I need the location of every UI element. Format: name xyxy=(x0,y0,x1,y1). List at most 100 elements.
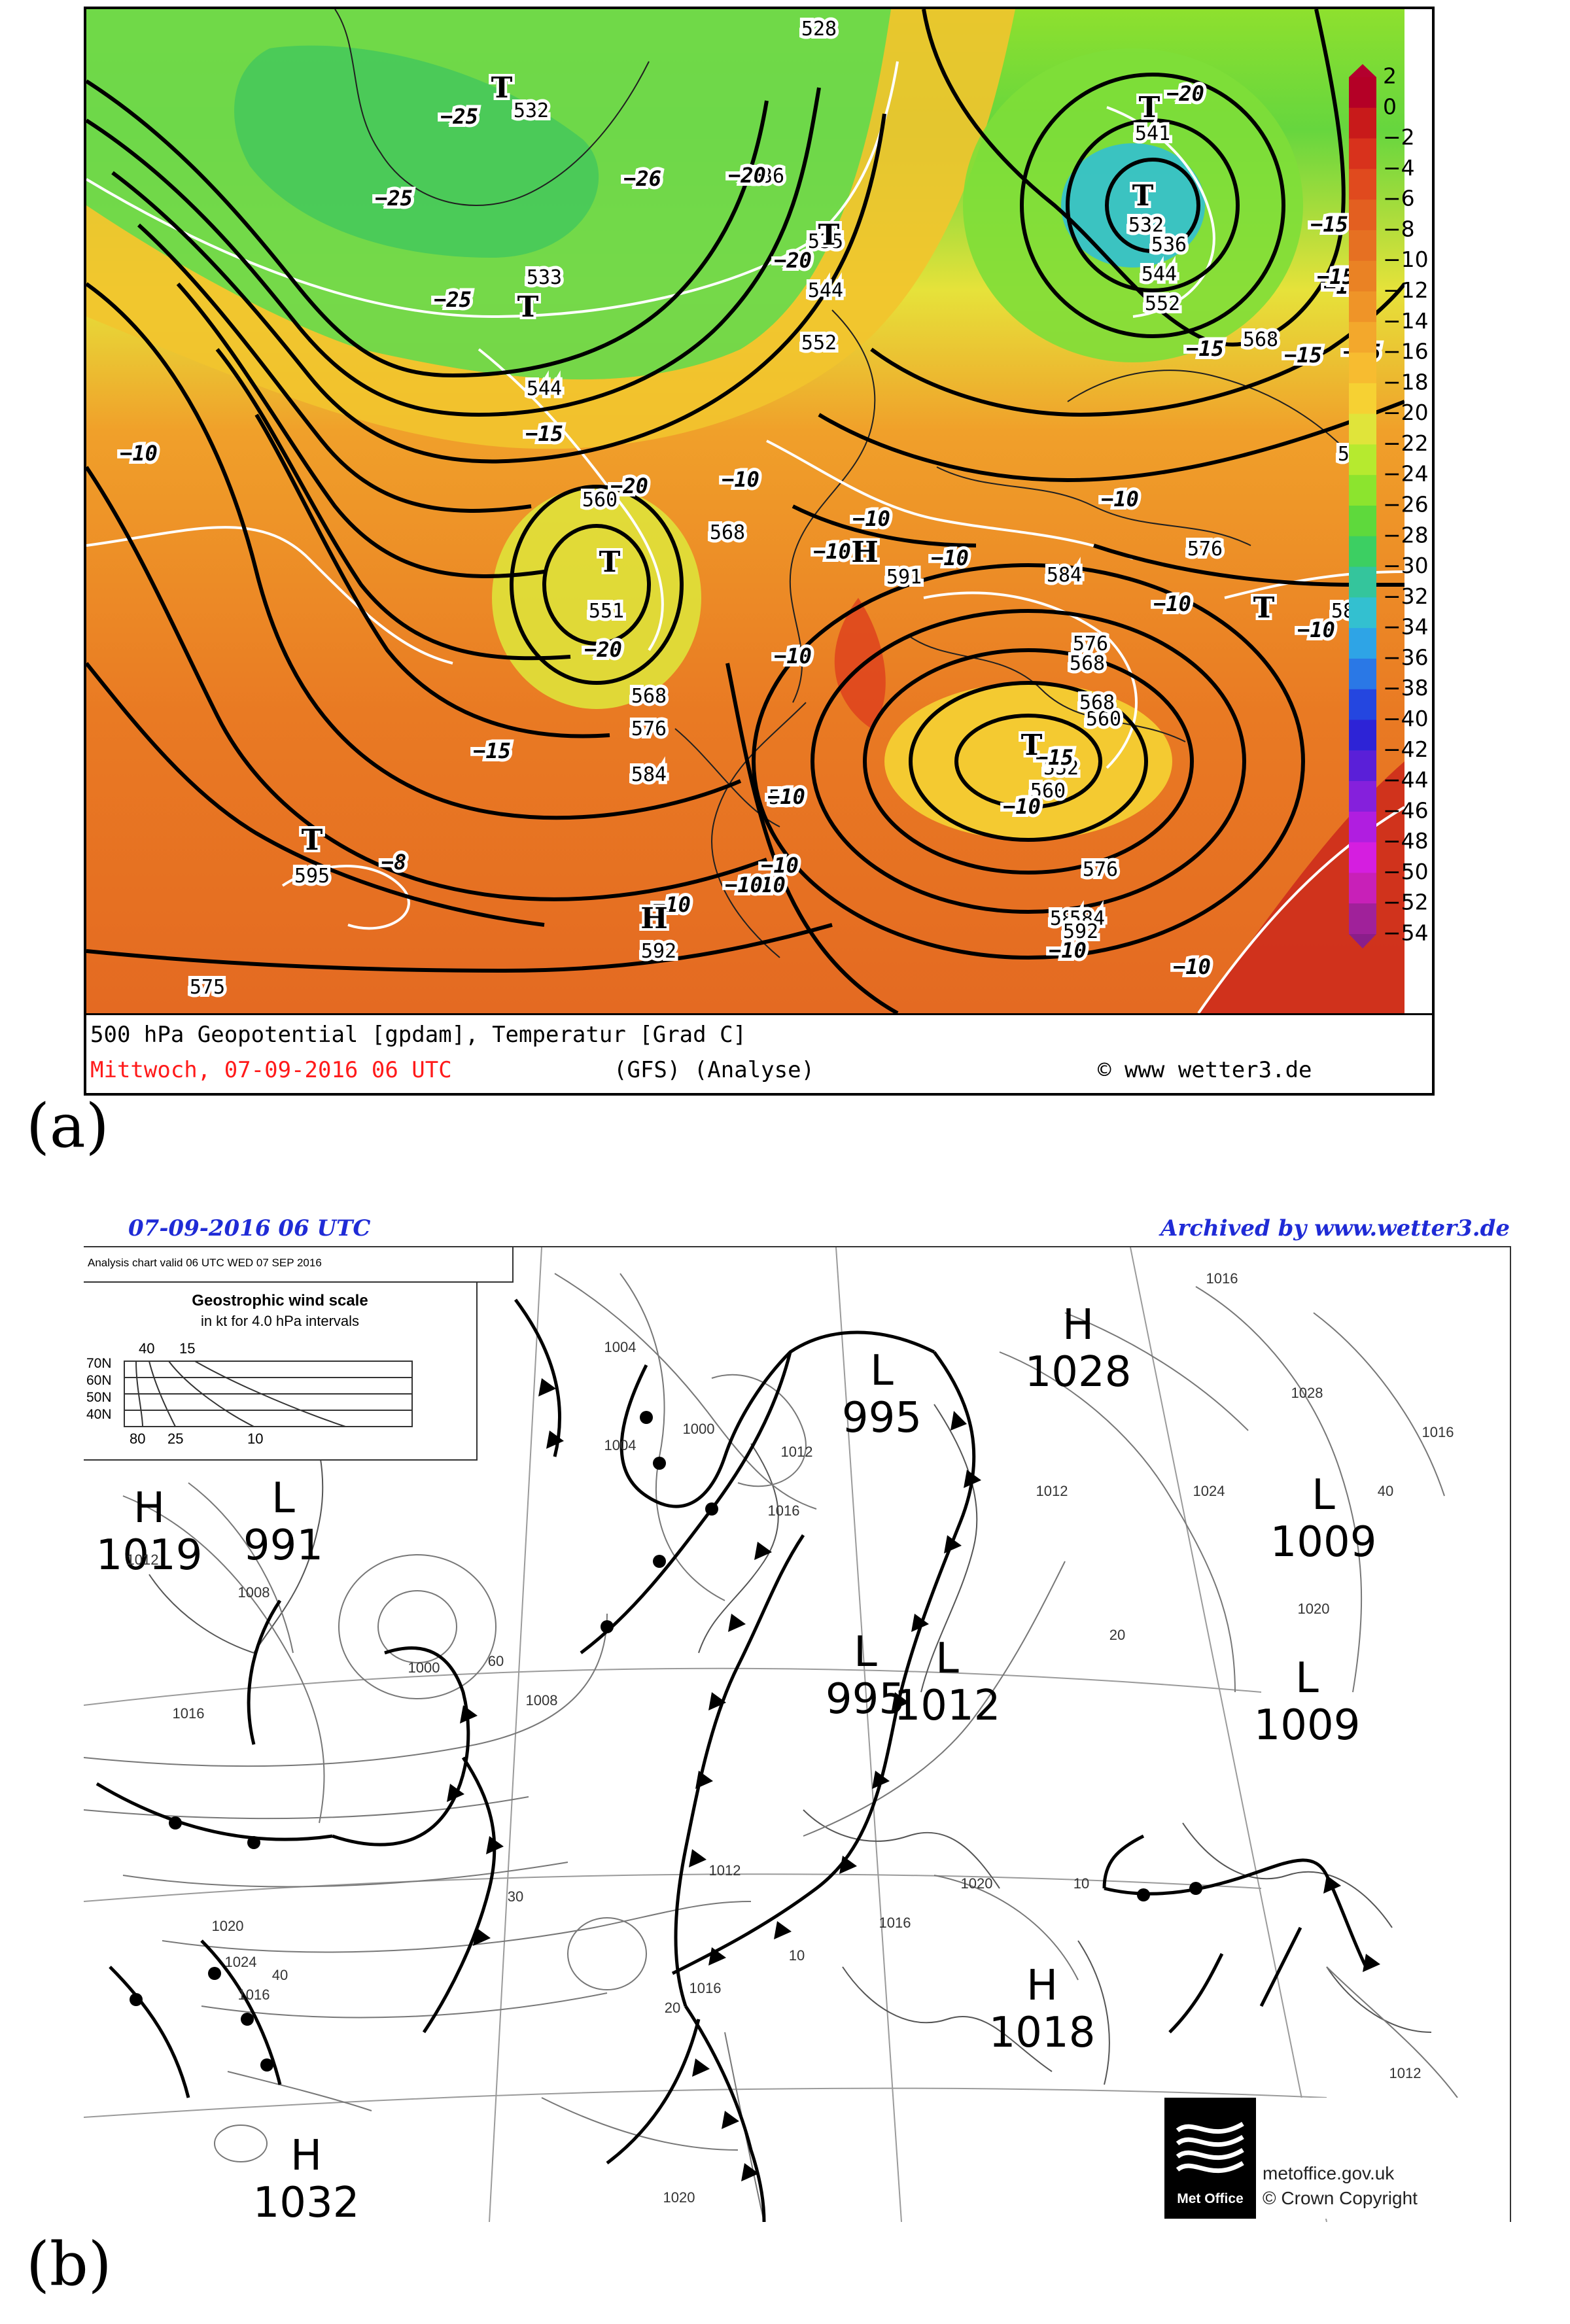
temperature-label: −20 xyxy=(584,637,622,662)
pressure-center-type: L xyxy=(271,1474,295,1523)
isobar-labels: 1016 1004 1000 1012 1016 1004 1012 1008 1016 1000… xyxy=(127,1270,1454,2206)
isobar-label: 1008 xyxy=(238,1584,270,1601)
legend-tick-label: −16 xyxy=(1383,339,1429,364)
legend-swatch xyxy=(1349,842,1376,873)
legend-swatch xyxy=(1349,383,1376,415)
isobar-label: 1020 xyxy=(961,1875,993,1892)
contour-label: 560 xyxy=(1030,780,1066,803)
atlantic-cutoff xyxy=(492,487,701,709)
legend-tick-label: −26 xyxy=(1383,492,1429,517)
temperature-label: −10 xyxy=(774,644,812,668)
isobar-label: 1012 xyxy=(1389,2065,1422,2081)
isobar-label: 1020 xyxy=(1298,1601,1330,1617)
temperature-label: −10 xyxy=(120,441,158,466)
temperature-label: −25 xyxy=(440,104,478,129)
legend-tick-label: −14 xyxy=(1383,308,1429,334)
legend-swatch xyxy=(1349,781,1376,812)
pressure-center-letter: T xyxy=(302,824,323,857)
contour-label: 560 xyxy=(1086,708,1121,731)
temperature-label: −25 xyxy=(375,186,413,211)
wind-scale-bottom-value: 25 xyxy=(167,1431,183,1447)
isobar-label: 1024 xyxy=(1193,1483,1225,1499)
temperature-label: −25 xyxy=(434,287,472,312)
contour-label: 560 xyxy=(582,489,618,512)
pressure-center-value: 1009 xyxy=(1254,1701,1361,1750)
legend-swatch xyxy=(1349,903,1376,935)
contour-label: 584 xyxy=(1050,907,1085,930)
met-office-logo-text: Met Office xyxy=(1177,2191,1244,2206)
legend-swatch xyxy=(1349,138,1376,169)
contour-label: 568 xyxy=(1243,328,1278,351)
temperature-label: −10 xyxy=(1101,487,1139,512)
panel-a-chart: 528 532 536 533 535 544 541 532 536 544 552 560 568 5… xyxy=(84,7,1435,1096)
legend-tick-label: −24 xyxy=(1383,461,1429,487)
wind-scale-lat: 60N xyxy=(86,1373,112,1388)
panel-a-caption: 500 hPa Geopotential [gpdam], Temperatur… xyxy=(86,1013,1432,1093)
legend-swatch xyxy=(1349,199,1376,231)
temperature-label: −10 xyxy=(1003,794,1041,819)
wind-scale-top-value: 15 xyxy=(179,1340,195,1357)
temperature-label: −20 xyxy=(1166,81,1204,106)
pressure-center-type: L xyxy=(854,1628,877,1676)
panel-b-header: 07-09-2016 06 UTC Archived by www.wetter… xyxy=(84,1215,1510,1248)
pressure-center-type: H xyxy=(290,2132,322,2180)
pressure-center-value: 1019 xyxy=(96,1531,203,1580)
pressure-center-letter: T xyxy=(1132,179,1154,213)
pressure-center-type: L xyxy=(935,1635,959,1683)
legend-swatch xyxy=(1349,77,1376,109)
temperature-label: −26 xyxy=(623,166,661,191)
pressure-center-value: 995 xyxy=(826,1675,905,1724)
legend-swatch xyxy=(1349,291,1376,322)
legend-swatch xyxy=(1349,444,1376,476)
legend-top-arrow xyxy=(1349,64,1376,77)
pressure-center-letter: T xyxy=(1021,729,1043,762)
temperature-label: −20 xyxy=(728,163,766,188)
temperature-label: −15 xyxy=(1186,336,1224,361)
warm-front-symbols xyxy=(130,1411,1202,2072)
pressure-center-type: L xyxy=(1295,1654,1319,1703)
contour-label: 568 xyxy=(710,521,745,544)
isobar-label: 1012 xyxy=(781,1444,813,1460)
legend-swatch xyxy=(1349,322,1376,353)
legend-swatch xyxy=(1349,260,1376,292)
caption-title: 500 hPa Geopotential [gpdam], Temperatur… xyxy=(90,1022,747,1048)
temperature-label: −10 xyxy=(852,506,890,531)
isotherms xyxy=(86,61,1404,1013)
temperature-label: −10 xyxy=(1153,591,1191,616)
wind-scale-subtitle: in kt for 4.0 hPa intervals xyxy=(200,1313,360,1329)
legend-tick-label: −20 xyxy=(1383,400,1429,425)
isobar-label: 1012 xyxy=(1036,1483,1068,1499)
contour-label: 532 xyxy=(1128,214,1164,237)
wind-scale-title: Geostrophic wind scale xyxy=(192,1292,368,1309)
contour-label: 576 xyxy=(1073,633,1108,655)
temperature-label: −20 xyxy=(774,248,812,273)
met-office-credit: Met Office metoffice.gov.uk © Crown Copy… xyxy=(1164,2098,1505,2219)
isobar-label: 1012 xyxy=(709,1862,741,1879)
isobar-label: 10 xyxy=(1073,1875,1089,1892)
temperature-label: −10 xyxy=(1173,954,1211,979)
temperature-label: −10 xyxy=(767,784,805,809)
legend-swatch xyxy=(1349,720,1376,751)
pressure-centers: H1008L995H1028H1019L991L1009L995L1012L10… xyxy=(96,1301,1377,2222)
legend-tick-label: −42 xyxy=(1383,737,1429,762)
surface-analysis-map: H1008L995H1028H1019L991L1009L995L1012L10… xyxy=(84,1246,1511,2222)
legend-tick-label: −48 xyxy=(1383,828,1429,854)
legend-tick-label: −30 xyxy=(1383,553,1429,578)
legend-swatch xyxy=(1349,811,1376,843)
legend-tick-label: 2 xyxy=(1383,63,1397,89)
isobar-label: 30 xyxy=(508,1888,523,1905)
med-low xyxy=(884,683,1172,840)
isobar-label: 1004 xyxy=(604,1437,637,1453)
header-archive: Archived by www.wetter3.de xyxy=(1160,1215,1510,1241)
wind-scale-lat: 70N xyxy=(86,1356,112,1371)
warm-region-2 xyxy=(834,598,886,729)
wind-scale-bottom-value: 10 xyxy=(247,1431,263,1447)
geopotential-temperature-map: 528 532 536 533 535 544 541 532 536 544 552 560 568 5… xyxy=(86,9,1404,1013)
pressure-center-letter: T xyxy=(1253,591,1275,625)
temperature-label: −15 xyxy=(473,738,511,763)
contour-label: 535 xyxy=(808,230,843,253)
temperature-label: −10 xyxy=(748,873,786,897)
temperature-label: −15 xyxy=(1036,745,1073,770)
legend-swatch xyxy=(1349,475,1376,506)
pressure-center-letter: T xyxy=(1139,91,1160,124)
